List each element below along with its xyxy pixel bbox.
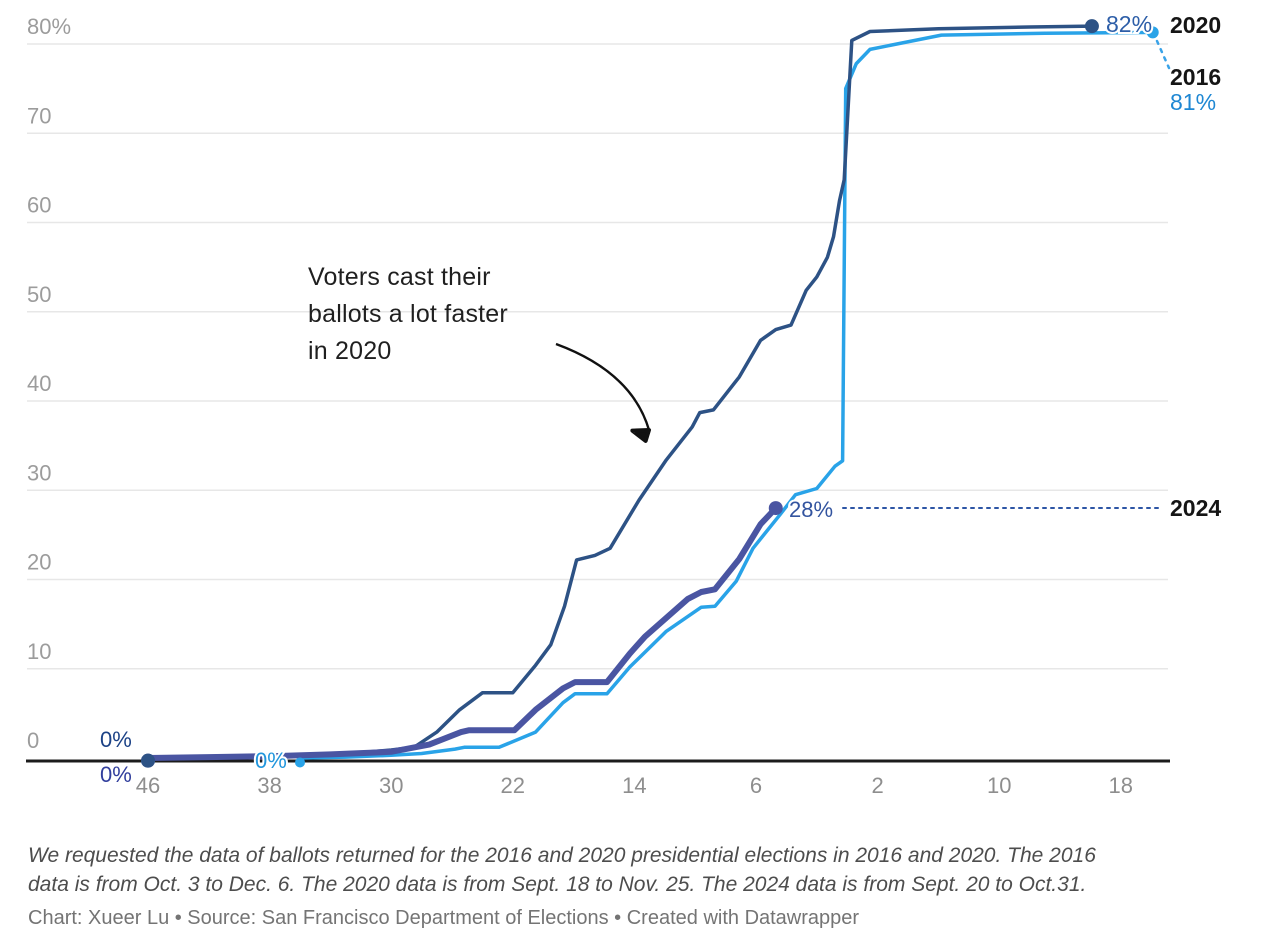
y-axis-label: 0 [27,728,39,753]
connector-line [1155,39,1171,70]
year-label: 2024 [1170,495,1221,521]
y-axis-label: 80% [27,14,71,39]
x-axis-label: 2 [871,773,883,798]
value-label: 0% [100,762,132,787]
value-label: 0% [100,727,132,752]
y-axis-label: 50 [27,282,51,307]
year-label: 2016 [1170,64,1221,90]
data-point-2016 [1146,26,1159,39]
x-axis-label: 38 [257,773,281,798]
series-line-2024 [145,505,779,761]
data-point-2024 [768,501,783,516]
annotation-arrow [555,342,651,431]
x-axis-label: 6 [750,773,762,798]
series-line-2020 [146,24,1094,760]
x-axis-label: 18 [1109,773,1133,798]
x-axis-label: 30 [379,773,403,798]
y-axis-label: 70 [27,103,51,128]
credit-line: Chart: Xueer Lu • Source: San Francisco … [28,907,860,929]
annotation-arrowhead [630,428,651,443]
x-axis-label: 10 [987,773,1011,798]
year-label: 2020 [1170,12,1221,38]
value-label: 28% [789,497,833,522]
data-point-2020 [1084,19,1099,34]
ballots-returned-line-chart: 80% 70 60 50 40 30 20 10 0 46 38 30 22 14 6 2 10 18 82% 202… [26,9,1221,798]
value-label: 0% [255,748,287,773]
value-label: 81% [1170,89,1216,115]
data-point-2016 [295,757,305,768]
x-axis-label: 14 [622,773,646,798]
x-axis-label: 46 [136,773,160,798]
y-axis-label: 60 [27,193,51,218]
footnote-text: We requested the data of ballots returne… [28,844,1096,896]
x-axis-label: 22 [501,773,525,798]
value-label: 82% [1106,11,1152,37]
chart-annotation: Voters cast their ballots a lot faster i… [308,263,508,365]
y-axis-label: 30 [27,460,51,485]
data-point-2020 [141,753,155,768]
y-axis-label: 40 [27,371,51,396]
y-axis-label: 10 [27,639,51,664]
y-axis-label: 20 [27,550,51,575]
